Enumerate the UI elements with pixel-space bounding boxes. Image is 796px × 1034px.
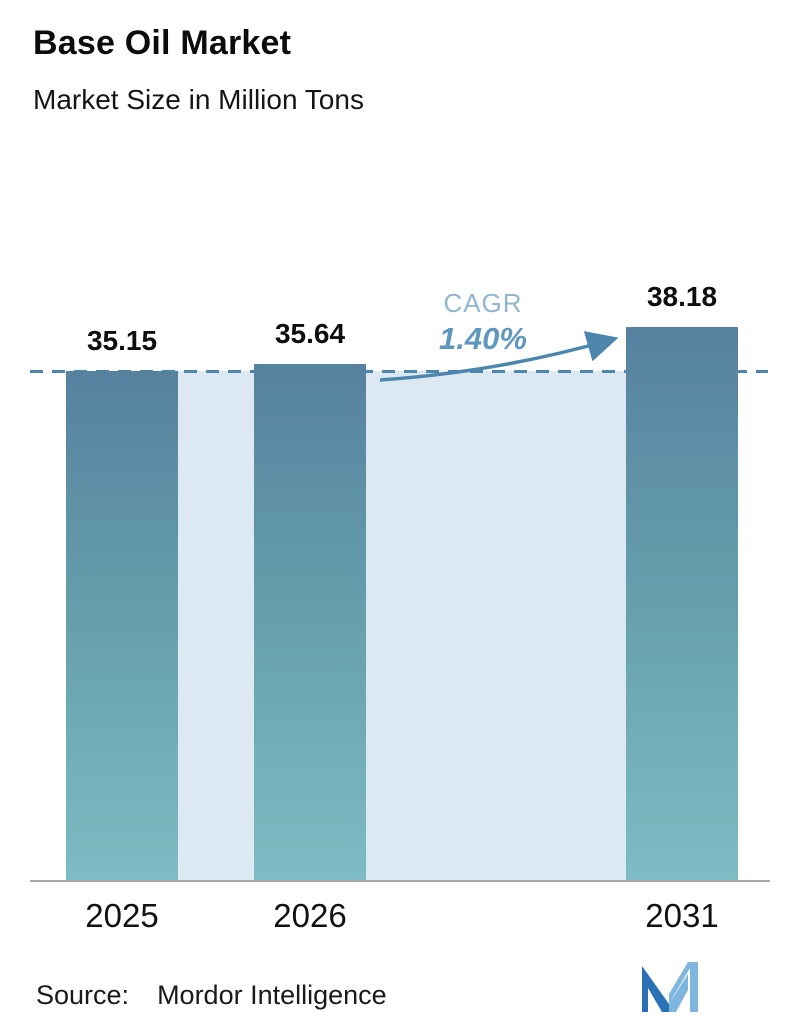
- source-label: Source:: [36, 980, 130, 1010]
- cagr-label: CAGR: [443, 288, 523, 318]
- bar-2031: [626, 327, 738, 881]
- x-axis-line: [30, 880, 770, 882]
- source-name: Mordor Intelligence: [157, 980, 387, 1010]
- bar-2025: [66, 371, 178, 881]
- cagr-value: 1.40%: [439, 321, 527, 356]
- dashed-reference-line: [30, 370, 768, 373]
- x-tick-2025: 2025: [85, 897, 159, 934]
- mordor-intelligence-logo: [642, 962, 698, 1012]
- value-label-2026: 35.64: [274, 318, 346, 349]
- bar-2026: [254, 364, 366, 881]
- source-row: Source: Mordor Intelligence: [36, 980, 387, 1011]
- trend-arrow-icon: [379, 331, 619, 382]
- cagr-annotation: CAGR 1.40%: [398, 288, 568, 357]
- value-label-2025: 35.15: [86, 325, 158, 356]
- x-tick-2031: 2031: [645, 897, 719, 934]
- page-subtitle: Market Size in Million Tons: [33, 84, 364, 115]
- value-label-2031: 38.18: [646, 281, 718, 312]
- page-title: Base Oil Market: [33, 24, 292, 62]
- x-tick-2026: 2026: [273, 897, 347, 934]
